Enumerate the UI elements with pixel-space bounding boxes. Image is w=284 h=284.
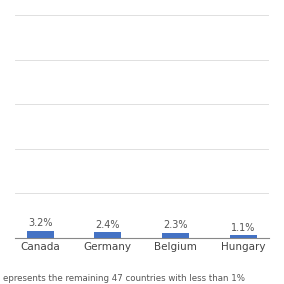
Bar — [26, 231, 54, 238]
Bar — [94, 232, 122, 238]
Text: 2.4%: 2.4% — [96, 220, 120, 230]
Text: epresents the remaining 47 countries with less than 1%: epresents the remaining 47 countries wit… — [3, 273, 245, 283]
Text: 3.2%: 3.2% — [28, 218, 52, 228]
Text: 1.1%: 1.1% — [231, 223, 256, 233]
Bar — [162, 233, 189, 238]
Bar — [230, 235, 257, 238]
Text: 2.3%: 2.3% — [163, 220, 188, 230]
